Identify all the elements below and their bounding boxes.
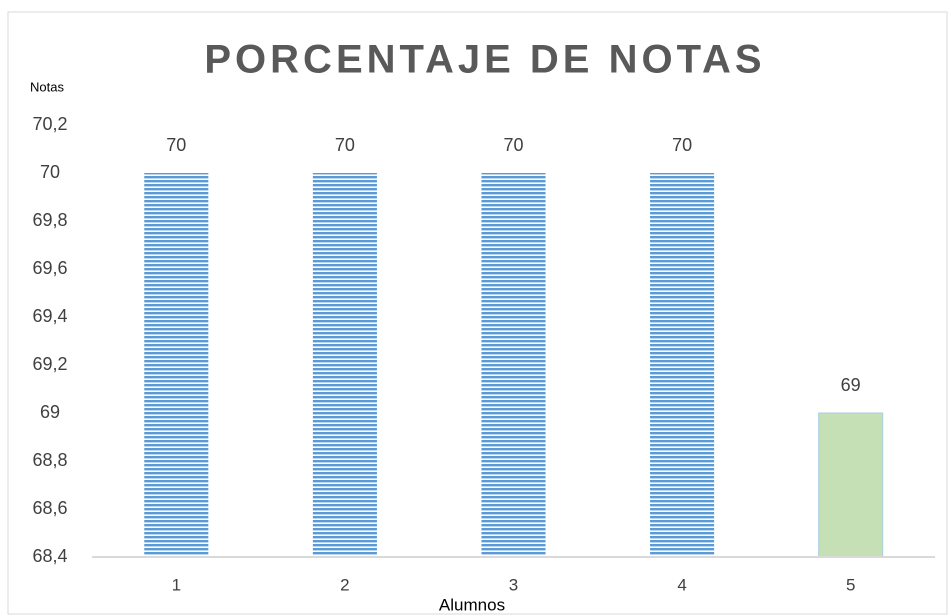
bar	[312, 173, 377, 557]
bar	[481, 173, 546, 557]
x-tick-label: 1	[172, 575, 181, 594]
y-tick-label: 68,6	[32, 498, 67, 518]
x-axis-label: Alumnos	[439, 595, 505, 614]
y-tick-label: 69,6	[32, 258, 67, 278]
x-tick-label: 4	[677, 575, 686, 594]
x-tick-label: 2	[340, 575, 349, 594]
y-tick-label: 68,8	[32, 450, 67, 470]
y-tick-label: 70,2	[32, 114, 67, 134]
chart-title: PORCENTAJE DE NOTAS	[204, 38, 765, 82]
x-tick-label: 5	[846, 575, 855, 594]
bar	[818, 412, 884, 558]
y-axis-label: Notas	[30, 79, 64, 94]
y-tick-label: 69,4	[32, 306, 67, 326]
y-tick-label: 69,2	[32, 354, 67, 374]
x-tick-label: 3	[509, 575, 518, 594]
y-tick-label: 69,8	[32, 210, 67, 230]
bar	[650, 173, 715, 557]
y-tick-label: 69	[40, 402, 60, 422]
bar	[144, 173, 209, 557]
data-label: 70	[335, 135, 355, 155]
data-label: 70	[672, 135, 692, 155]
data-label: 70	[503, 135, 523, 155]
y-tick-label: 70	[40, 162, 60, 182]
y-tick-label: 68,4	[32, 546, 67, 566]
data-label: 69	[841, 375, 861, 395]
data-label: 70	[166, 135, 186, 155]
